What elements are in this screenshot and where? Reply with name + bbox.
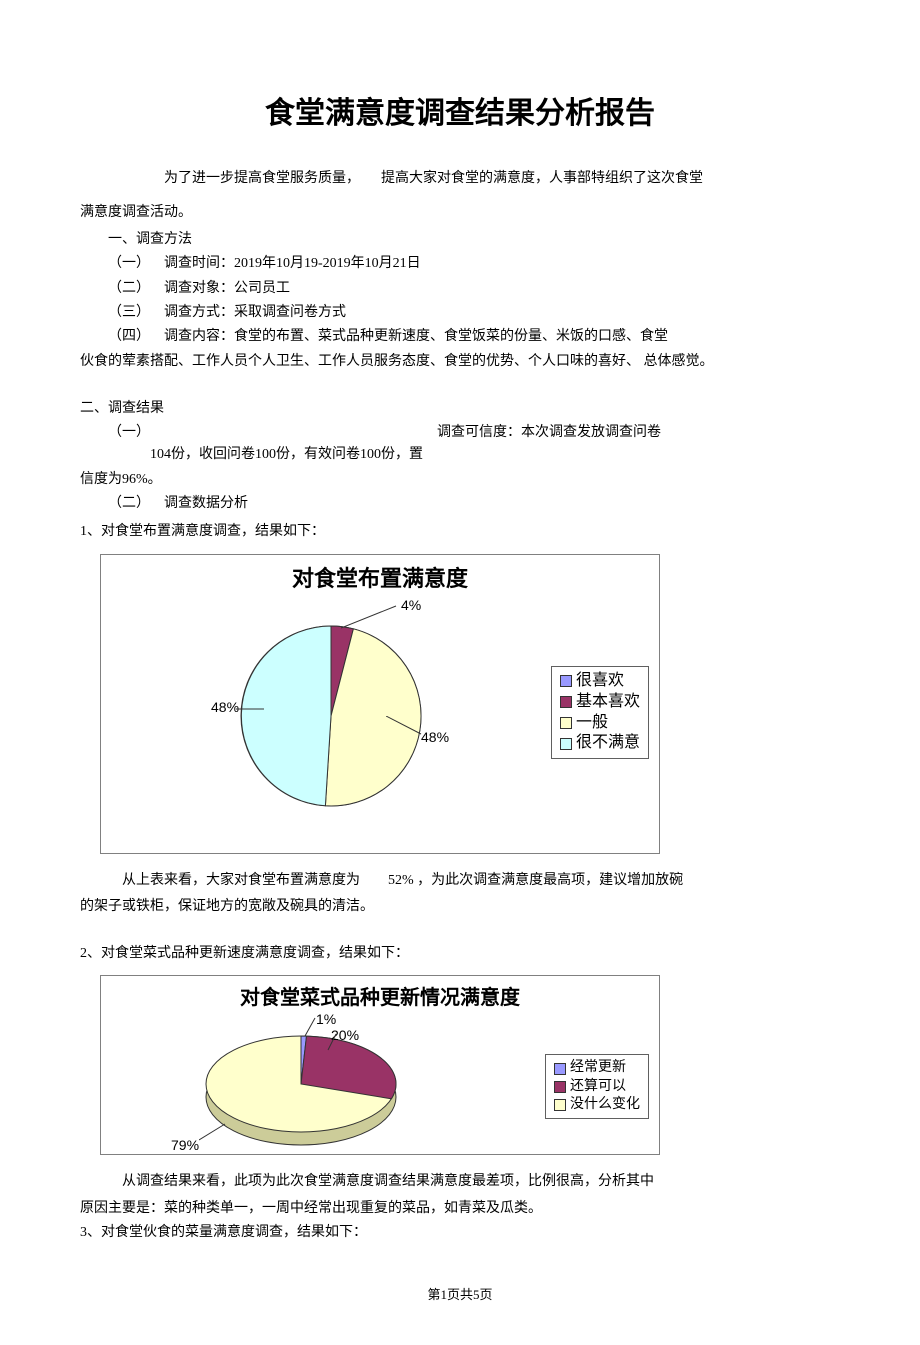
legend-label: 还算可以 [570,1078,626,1096]
legend-swatch-icon [554,1081,566,1093]
q3-heading: 3、对食堂伙食的菜量满意度调查，结果如下： [80,1222,840,1244]
leader-line-icon [301,1016,321,1038]
chart-1-container: 对食堂布置满意度 4% 48% 48% 很喜欢 基本喜欢 一般 很不满意 [100,554,660,854]
section-2-item-1-line-3: 信度为96%。 [80,469,840,491]
analysis-text: 从上表来看，大家对食堂布置满意度为 [122,873,360,888]
legend-item: 很不满意 [560,733,640,754]
chart-2-container: 对食堂菜式品种更新情况满意度 1% 20% 79% 经常更新 还算可以 没什么变… [100,975,660,1155]
intro-text-1: 为了进一步提高食堂服务质量， [164,171,360,186]
intro-paragraph: 为了进一步提高食堂服务质量， 提高大家对食堂的满意度，人事部特组织了这次食堂 [80,168,840,190]
legend-label: 很不满意 [576,733,640,754]
chart-1-label-4pct: 4% [401,594,421,616]
q2-heading: 2、对食堂菜式品种更新速度满意度调查，结果如下： [80,943,840,965]
item-text: 调查内容：食堂的布置、菜式品种更新速度、食堂饭菜的份量、米饭的口感、食堂 [164,329,668,344]
section-2-item-1-line-2: 104份，收回问卷100份，有效问卷100份，置 [80,444,840,466]
section-1-heading: 一、调查方法 [80,229,840,251]
q2-analysis-1: 从调查结果来看，此项为此次食堂满意度调查结果满意度最差项，比例很高，分析其中 [80,1171,840,1193]
section-1-item-4-cont: 伙食的荤素搭配、工作人员个人卫生、工作人员服务态度、食堂的优势、个人口味的喜好、… [80,351,840,373]
legend-label: 基本喜欢 [576,692,640,713]
section-1-item-1: （一） 调查时间：2019年10月19-2019年10月21日 [80,253,840,275]
legend-item: 没什么变化 [554,1096,640,1114]
chart-1-label-48-left: 48% [211,696,239,718]
item-label: （一） [108,425,150,440]
section-2-item-2: （二） 调查数据分析 [80,493,840,515]
analysis-pct: 52% [388,873,414,888]
chart-2-label-79pct: 79% [171,1134,199,1156]
q1-analysis-1: 从上表来看，大家对食堂布置满意度为 52% ，为此次调查满意度最高项，建议增加放… [80,870,840,892]
section-1-item-2: （二） 调查对象：公司员工 [80,278,840,300]
item-label: （三） [108,305,150,320]
legend-item: 很喜欢 [560,671,640,692]
legend-label: 经常更新 [570,1059,626,1077]
legend-item: 还算可以 [554,1078,640,1096]
leader-line-icon [326,1032,340,1052]
chart-2-legend: 经常更新 还算可以 没什么变化 [545,1054,649,1119]
chart-1-title: 对食堂布置满意度 [101,555,659,596]
legend-swatch-icon [560,675,572,687]
leader-line-icon [386,716,426,738]
legend-item: 经常更新 [554,1059,640,1077]
legend-swatch-icon [554,1063,566,1075]
chart-1-legend: 很喜欢 基本喜欢 一般 很不满意 [551,666,649,759]
chart-2-body: 1% 20% 79% 经常更新 还算可以 没什么变化 [101,1014,659,1156]
item-text: 调查方式：采取调查问卷方式 [164,305,346,320]
item-label: （二） [108,281,150,296]
section-2-item-1: （一） 调查可信度：本次调查发放调查问卷 [80,422,840,444]
item-label: （一） [108,256,150,271]
leader-line-icon [236,701,266,717]
page-footer: 第1页共5页 [80,1285,840,1306]
q1-analysis-2: 的架子或铁柜，保证地方的宽敞及碗具的清洁。 [80,896,840,918]
q2-analysis-2: 原因主要是：菜的种类单一，一周中经常出现重复的菜品，如青菜及瓜类。 [80,1198,840,1220]
legend-swatch-icon [560,738,572,750]
legend-label: 很喜欢 [576,671,624,692]
item-label: （四） [108,329,150,344]
item-text: 调查可信度：本次调查发放调查问卷 [437,425,661,440]
chart-1-body: 4% 48% 48% 很喜欢 基本喜欢 一般 很不满意 [101,596,659,858]
q1-heading: 1、对食堂布置满意度调查，结果如下： [80,521,840,543]
legend-label: 一般 [576,713,608,734]
item-text: 调查时间：2019年10月19-2019年10月21日 [164,256,421,271]
item-text: 调查数据分析 [164,496,248,511]
legend-swatch-icon [554,1099,566,1111]
section-1-item-4: （四） 调查内容：食堂的布置、菜式品种更新速度、食堂饭菜的份量、米饭的口感、食堂 [80,326,840,348]
legend-swatch-icon [560,696,572,708]
chart-2-title: 对食堂菜式品种更新情况满意度 [101,976,659,1014]
section-1-item-3: （三） 调查方式：采取调查问卷方式 [80,302,840,324]
leader-line-icon [199,1122,229,1142]
page-title: 食堂满意度调查结果分析报告 [80,90,840,138]
legend-item: 基本喜欢 [560,692,640,713]
legend-item: 一般 [560,713,640,734]
legend-label: 没什么变化 [570,1096,640,1114]
legend-swatch-icon [560,717,572,729]
item-text: 调查对象：公司员工 [164,281,290,296]
leader-line-icon [341,604,401,632]
section-2-heading: 二、调查结果 [80,398,840,420]
intro-line-2: 满意度调查活动。 [80,202,840,224]
item-label: （二） [108,496,150,511]
intro-text-2: 提高大家对食堂的满意度，人事部特组织了这次食堂 [381,171,703,186]
analysis-text-2: ，为此次调查满意度最高项，建议增加放碗 [417,873,683,888]
